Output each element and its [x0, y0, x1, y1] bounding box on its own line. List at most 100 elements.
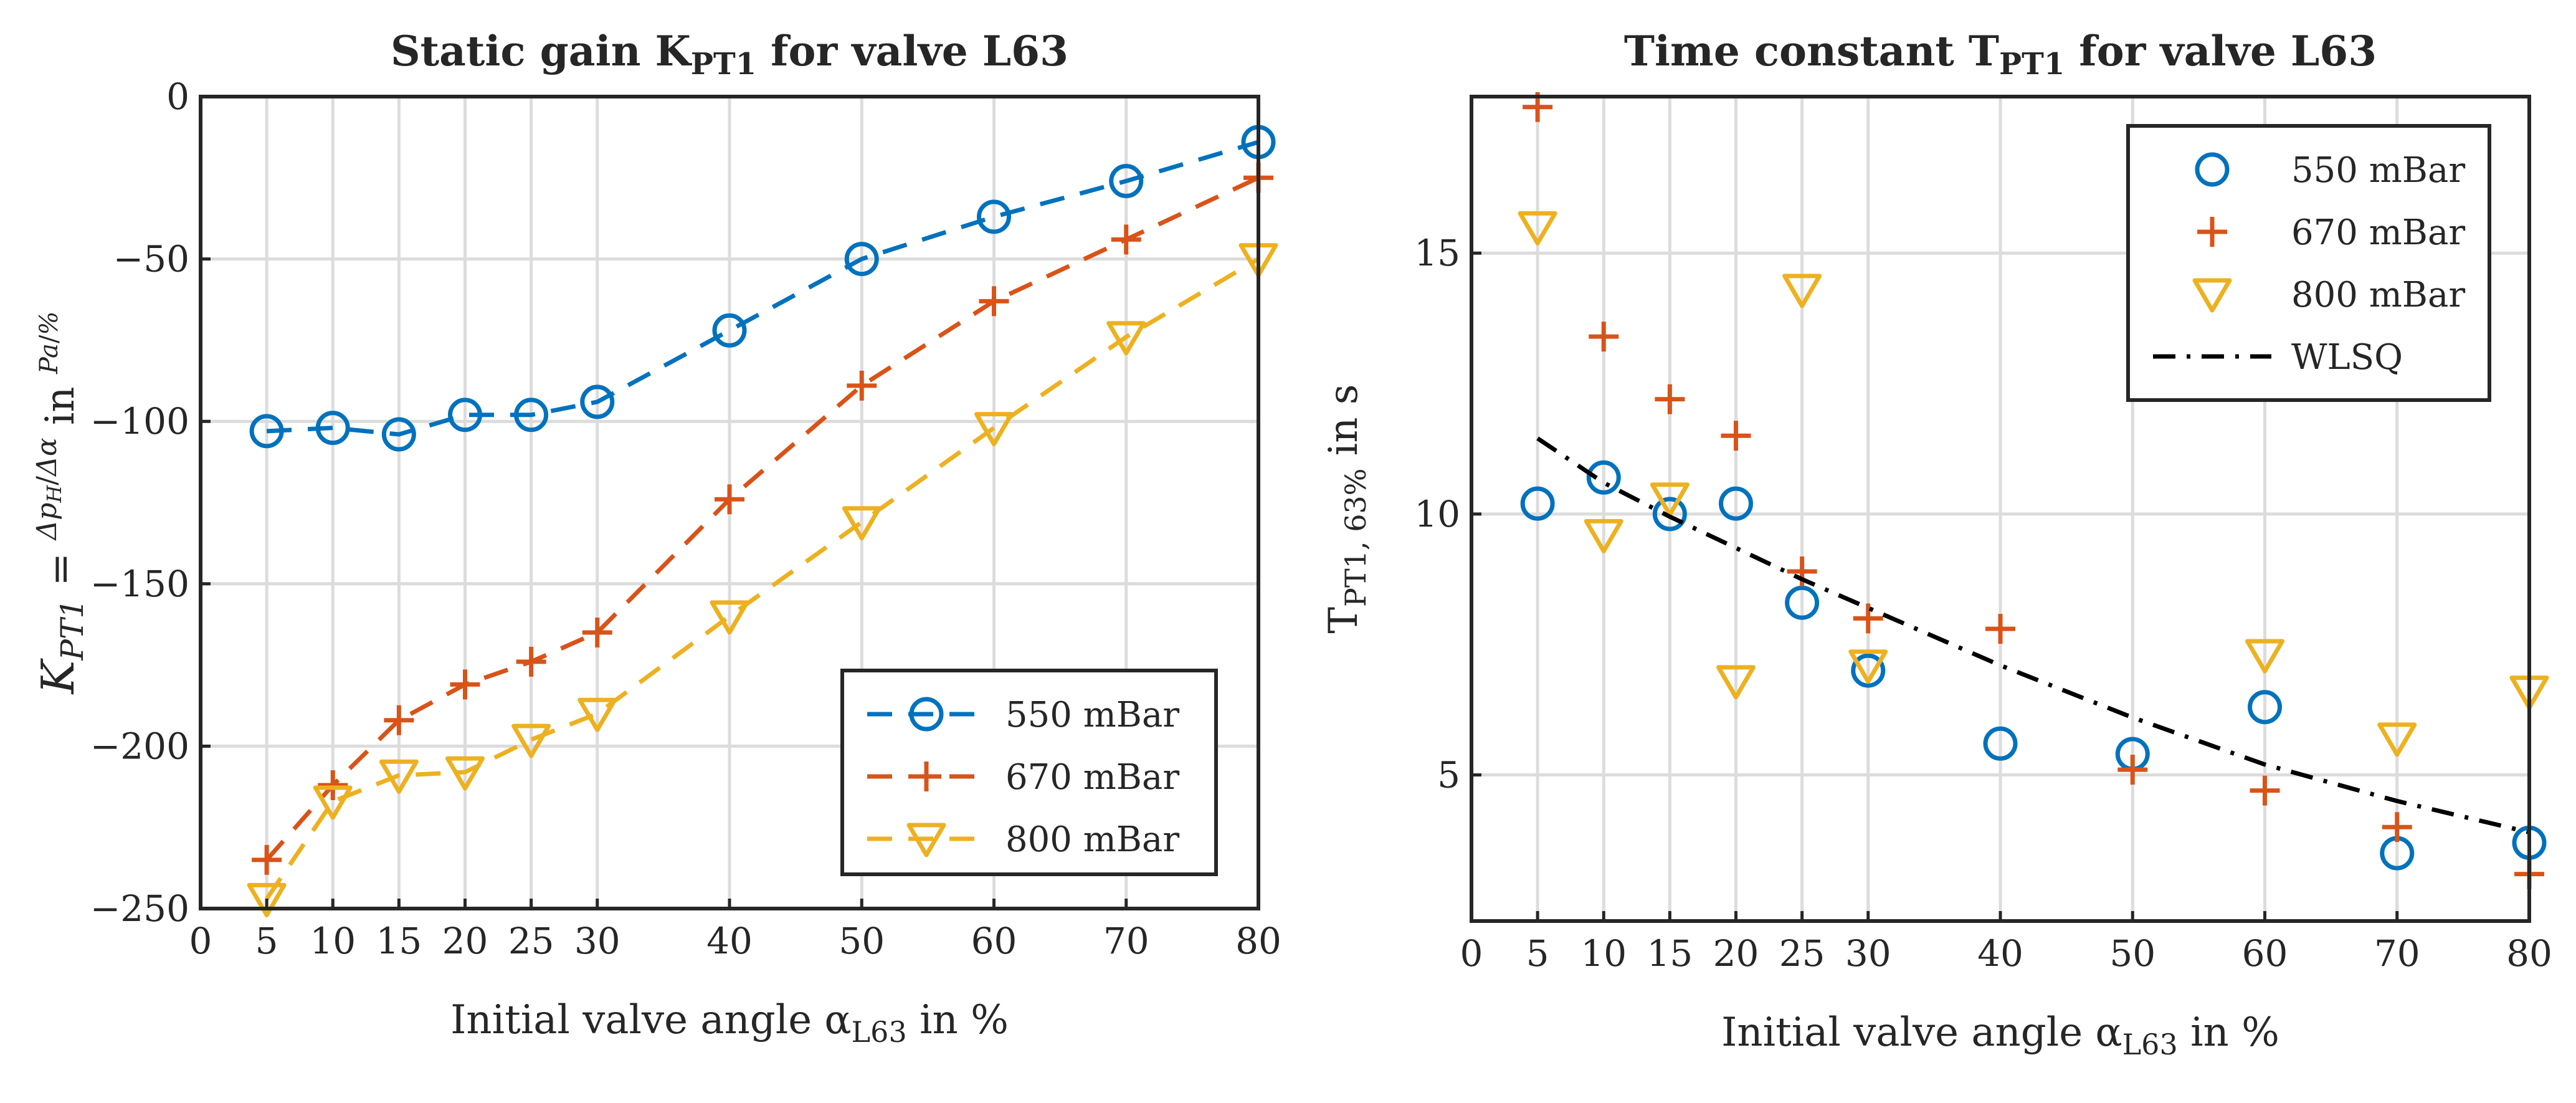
x-tick-label: 25	[1779, 932, 1825, 975]
data-point-shape	[2248, 690, 2282, 725]
x-tick-label: 25	[508, 920, 554, 962]
static-gain-title: Static gain KPT1 for valve L63	[391, 27, 1068, 82]
data-point	[249, 414, 284, 449]
data-point-shape	[1584, 518, 1623, 553]
data-point	[1853, 603, 1883, 634]
data-point	[1586, 460, 1621, 495]
data-point-shape	[1785, 585, 1820, 620]
data-point	[247, 882, 287, 917]
static-gain-y-axis-label: KPT1 = ΔpH/Δα in Pa/%	[31, 312, 90, 695]
data-point	[2382, 812, 2412, 843]
legend-marker	[2192, 278, 2232, 313]
time-constant-series-3	[1536, 436, 2530, 835]
data-point	[1782, 274, 1822, 308]
y-tick-label: 0	[166, 75, 189, 118]
y-tick-label: 10	[1414, 493, 1460, 535]
data-point	[1584, 518, 1623, 553]
data-point	[381, 417, 416, 452]
data-point-shape	[1586, 460, 1621, 495]
x-tick-label: 15	[1647, 932, 1693, 975]
data-point-shape	[514, 398, 549, 432]
data-point-shape	[2382, 812, 2412, 843]
data-point-shape	[2245, 639, 2284, 674]
time-constant-x-axis-label: Initial valve angle αL63 in %	[1721, 1010, 2279, 1061]
data-point-shape	[1983, 726, 2018, 761]
data-point	[448, 398, 482, 432]
legend-marker	[909, 697, 944, 732]
x-tick-label: 70	[2374, 932, 2420, 975]
data-point	[715, 484, 744, 515]
data-point-shape	[1652, 497, 1687, 532]
x-tick-label: 30	[574, 920, 620, 962]
legend-label: 670 mBar	[1005, 757, 1179, 798]
data-point-shape	[715, 484, 744, 515]
data-point	[979, 286, 1009, 317]
data-point-shape	[1109, 164, 1144, 199]
static-gain-series-0	[249, 125, 1276, 452]
data-point	[577, 697, 617, 732]
data-point-shape	[582, 617, 612, 647]
data-point-shape	[974, 412, 1014, 447]
x-tick-label: 60	[2242, 932, 2288, 975]
legend-label: 800 mBar	[1005, 819, 1179, 860]
data-point	[313, 785, 353, 820]
y-tick-label: −100	[90, 400, 189, 442]
data-point-shape	[381, 417, 416, 452]
data-point-shape	[318, 770, 348, 800]
data-point	[252, 844, 282, 875]
data-point-shape	[1782, 274, 1822, 308]
data-point	[1111, 224, 1141, 255]
data-point-shape	[450, 669, 480, 700]
legend-item: 550 mBar	[2195, 150, 2465, 191]
x-tick-label: 0	[189, 920, 212, 962]
static-gain-series-1	[252, 163, 1273, 875]
legend-item: 670 mBar	[867, 757, 1179, 798]
static-gain-chart: 0 5 10 15 20 25 30 40 50 60 70 80 0 −50 −100 −150 −200 −2…	[90, 27, 1281, 1049]
legend-marker	[2195, 152, 2230, 187]
data-point-shape	[1716, 665, 1756, 700]
data-point	[712, 313, 747, 348]
data-point	[1716, 665, 1756, 700]
x-tick-label: 10	[1580, 932, 1627, 975]
data-point-shape	[448, 398, 482, 432]
y-tick-label: −250	[90, 887, 189, 930]
static-gain-x-axis-label: Initial valve angle αL63 in %	[450, 997, 1009, 1049]
legend-label: WLSQ	[2291, 337, 2403, 378]
data-point-shape	[580, 384, 615, 419]
x-tick-label: 60	[971, 920, 1017, 962]
x-tick-label: 20	[442, 920, 488, 962]
legend-marker	[906, 823, 946, 857]
data-point-shape	[445, 756, 485, 791]
legend-marker-shape	[909, 697, 944, 732]
data-point	[582, 617, 612, 647]
data-point-shape	[847, 370, 877, 401]
data-point	[2248, 690, 2282, 725]
data-point	[977, 199, 1011, 234]
legend-marker	[2197, 217, 2227, 247]
series-line	[265, 257, 1260, 900]
data-point	[1985, 614, 2015, 644]
data-point-shape	[249, 414, 284, 449]
time-constant-legend: 550 mBar 670 mBar 800 mBar WLSQ	[2126, 124, 2491, 402]
data-point-shape	[1721, 421, 1751, 451]
data-point	[384, 705, 414, 735]
legend-marker-shape	[2197, 217, 2227, 247]
x-tick-label: 70	[1103, 920, 1149, 962]
legend-box	[840, 669, 1218, 876]
data-point-shape	[2250, 775, 2280, 806]
data-point-shape	[1719, 486, 1753, 521]
data-point-shape	[384, 705, 414, 735]
data-point-shape	[1106, 321, 1146, 356]
legend-marker	[911, 762, 941, 791]
data-point	[450, 669, 480, 700]
legend-item: WLSQ	[2153, 337, 2403, 378]
legend-marker-shape	[906, 823, 946, 857]
legend-label: 550 mBar	[2291, 150, 2465, 191]
x-tick-label: 80	[2506, 932, 2552, 975]
data-point	[2245, 639, 2284, 674]
data-point-shape	[1650, 482, 1690, 517]
legend-label: 550 mBar	[1005, 695, 1179, 735]
data-point	[1785, 585, 1820, 620]
data-point	[514, 398, 549, 432]
